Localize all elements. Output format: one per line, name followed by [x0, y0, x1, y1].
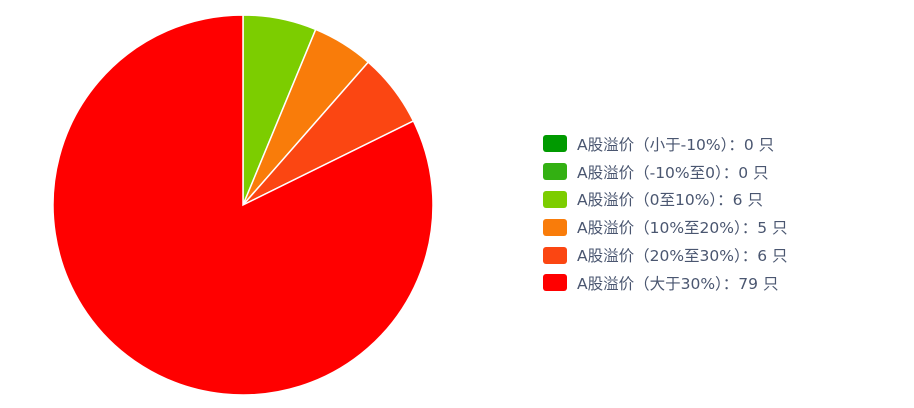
legend-item[interactable]: A股溢价（-10%至0）：0 只 [543, 158, 788, 186]
legend-label: A股溢价（10%至20%）：5 只 [577, 219, 788, 238]
legend-item[interactable]: A股溢价（10%至20%）：5 只 [543, 213, 788, 241]
legend-item[interactable]: A股溢价（小于-10%）：0 只 [543, 130, 788, 158]
legend-item[interactable]: A股溢价（0至10%）：6 只 [543, 186, 788, 214]
legend-label: A股溢价（大于30%）：79 只 [577, 274, 779, 293]
legend-item[interactable]: A股溢价（20%至30%）：6 只 [543, 241, 788, 269]
legend-swatch [543, 274, 567, 292]
legend-label: A股溢价（小于-10%）：0 只 [577, 135, 775, 154]
legend-label: A股溢价（0至10%）：6 只 [577, 191, 763, 210]
pie-slice[interactable] [52, 14, 434, 396]
legend-label: A股溢价（20%至30%）：6 只 [577, 247, 788, 266]
legend-swatch [543, 135, 567, 153]
legend-swatch [543, 163, 567, 181]
legend-swatch [543, 190, 567, 208]
legend-swatch [543, 246, 567, 264]
legend-item[interactable]: A股溢价（大于30%）：79 只 [543, 269, 788, 297]
legend-label: A股溢价（-10%至0）：0 只 [577, 163, 769, 182]
legend-swatch [543, 218, 567, 236]
legend: A股溢价（小于-10%）：0 只 A股溢价（-10%至0）：0 只 A股溢价（0至1… [543, 130, 788, 297]
